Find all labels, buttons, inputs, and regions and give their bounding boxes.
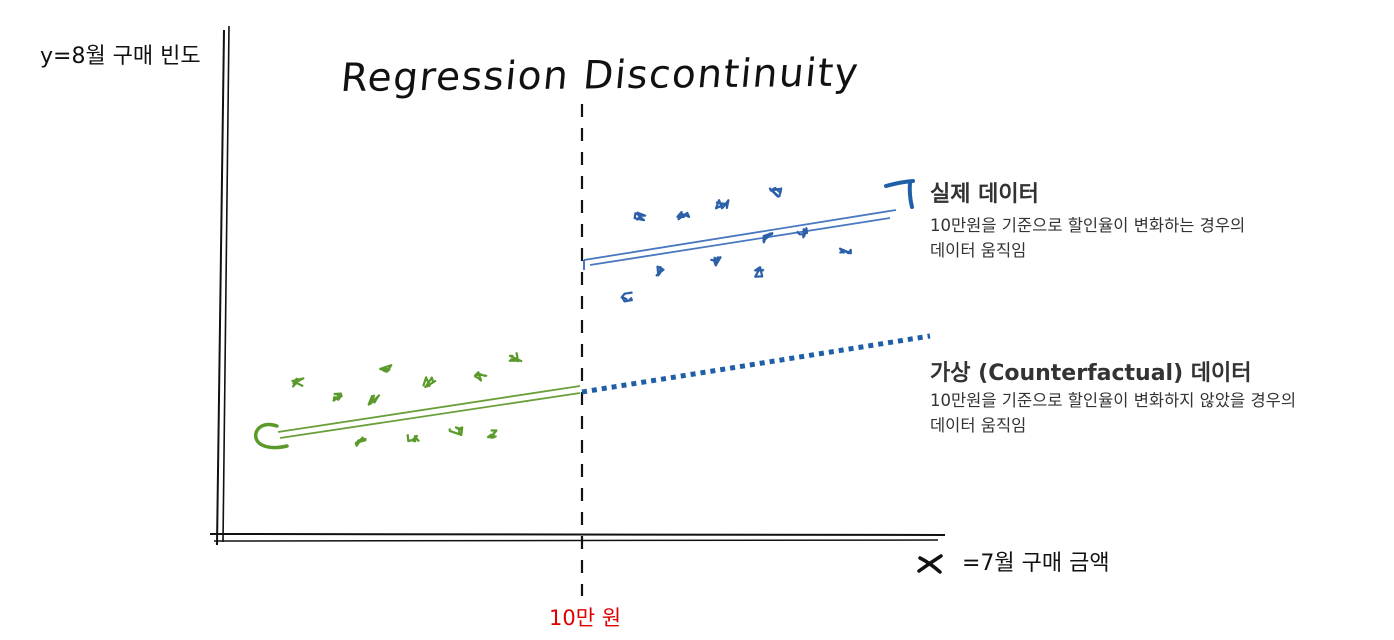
treated-regression-line: [583, 209, 897, 266]
control-regression-line: [277, 385, 581, 439]
scatter-point: [754, 266, 765, 278]
scatter-point: [762, 232, 774, 244]
scatter-point: [508, 352, 523, 363]
y-axis-label: y=8월 구매 빈도: [40, 44, 201, 69]
scatter-point: [448, 426, 464, 436]
legend-actual-desc-line2: 데이터 움직임: [930, 241, 1027, 260]
scatter-point: [714, 199, 730, 210]
scatter-point: [633, 211, 647, 222]
y-axis: [216, 25, 230, 546]
scatter-point: [768, 186, 783, 198]
counterfactual-line: [581, 333, 931, 395]
legend-counterfactual-desc-line2: 데이터 움직임: [930, 416, 1027, 435]
scatter-point: [379, 364, 393, 373]
scatter-point: [676, 210, 691, 221]
scatter-point: [796, 227, 808, 239]
scatter-point: [332, 392, 343, 403]
control-points: [291, 352, 523, 447]
scatter-point: [486, 429, 498, 439]
scatter-point: [291, 377, 305, 388]
control-marker-c: [253, 422, 289, 450]
scatter-point: [473, 371, 488, 382]
diagram-title: Regression Discontinuity: [338, 50, 862, 101]
scatter-point: [367, 394, 381, 406]
scatter-point: [620, 291, 633, 303]
legend-counterfactual-title: 가상 (Counterfactual) 데이터: [930, 361, 1252, 386]
scatter-point: [354, 436, 367, 447]
treated-marker-t: [884, 179, 915, 209]
legend-counterfactual-desc-line1: 10만원을 기준으로 할인율이 변화하지 않았을 경우의: [930, 391, 1296, 410]
scatter-point: [422, 376, 437, 389]
x-axis: [209, 533, 946, 542]
cutoff-label: 10만 원: [549, 606, 622, 630]
x-axis-symbol: [917, 554, 943, 574]
scatter-point: [838, 247, 852, 255]
legend-actual-description: 10만원을 기준으로 할인율이 변화하는 경우의 데이터 움직임: [930, 213, 1245, 263]
legend-actual-title: 실제 데이터: [930, 182, 1039, 207]
scatter-point: [710, 256, 722, 267]
treated-points: [620, 186, 852, 303]
scatter-point: [406, 434, 420, 443]
x-axis-label: =7월 구매 금액: [962, 551, 1110, 576]
legend-counterfactual-description: 10만원을 기준으로 할인율이 변화하지 않았을 경우의 데이터 움직임: [930, 388, 1296, 438]
legend-actual-desc-line1: 10만원을 기준으로 할인율이 변화하는 경우의: [930, 216, 1246, 235]
scatter-point: [655, 265, 665, 277]
